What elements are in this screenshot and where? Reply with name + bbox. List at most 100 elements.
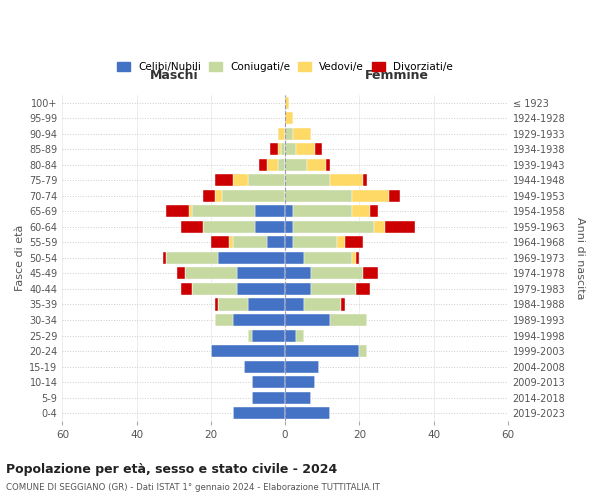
Bar (293, 236, 337, 248)
Bar (285, 298, 304, 310)
Bar (237, 283, 285, 295)
Bar (341, 298, 344, 310)
Bar (285, 143, 296, 156)
Y-axis label: Anni di nascita: Anni di nascita (575, 216, 585, 299)
Bar (211, 236, 229, 248)
Bar (285, 206, 293, 218)
Bar (278, 128, 285, 140)
Bar (256, 206, 285, 218)
Bar (285, 158, 307, 171)
Bar (285, 96, 289, 108)
Bar (344, 236, 363, 248)
Bar (278, 158, 285, 171)
Bar (248, 330, 252, 342)
Bar (203, 190, 215, 202)
Bar (248, 174, 285, 186)
Bar (296, 330, 304, 342)
Bar (304, 252, 352, 264)
Bar (244, 360, 285, 372)
Bar (233, 314, 285, 326)
Bar (352, 252, 356, 264)
Bar (237, 268, 285, 280)
Bar (278, 143, 281, 156)
Bar (188, 206, 193, 218)
Bar (166, 252, 218, 264)
Bar (285, 190, 352, 202)
Bar (285, 236, 293, 248)
Bar (256, 221, 285, 233)
Bar (329, 314, 367, 326)
Bar (293, 221, 374, 233)
Bar (229, 236, 233, 248)
Bar (285, 360, 319, 372)
Bar (315, 143, 322, 156)
Bar (329, 174, 363, 186)
Bar (215, 174, 233, 186)
Bar (203, 221, 256, 233)
Bar (374, 221, 385, 233)
Bar (181, 221, 203, 233)
Bar (248, 298, 285, 310)
Bar (285, 112, 293, 124)
Bar (285, 252, 304, 264)
Bar (266, 158, 278, 171)
Text: Maschi: Maschi (149, 70, 198, 82)
Bar (356, 283, 370, 295)
Bar (285, 407, 329, 420)
Bar (215, 298, 218, 310)
Text: Femmine: Femmine (364, 70, 428, 82)
Bar (233, 407, 285, 420)
Bar (389, 190, 400, 202)
Bar (285, 174, 329, 186)
Bar (211, 345, 285, 357)
Bar (311, 268, 363, 280)
Bar (285, 392, 311, 404)
Bar (285, 345, 359, 357)
Bar (285, 376, 315, 388)
Bar (193, 206, 256, 218)
Bar (352, 190, 389, 202)
Bar (215, 190, 222, 202)
Bar (285, 268, 311, 280)
Bar (285, 330, 296, 342)
Bar (293, 128, 311, 140)
Bar (326, 158, 329, 171)
Bar (252, 376, 285, 388)
Text: Popolazione per età, sesso e stato civile - 2024: Popolazione per età, sesso e stato civil… (6, 462, 337, 475)
Bar (385, 221, 415, 233)
Bar (285, 221, 293, 233)
Bar (266, 236, 285, 248)
Bar (285, 128, 293, 140)
Bar (270, 143, 278, 156)
Bar (222, 190, 285, 202)
Bar (359, 345, 367, 357)
Bar (252, 330, 285, 342)
Bar (218, 252, 285, 264)
Bar (193, 283, 237, 295)
Bar (215, 314, 233, 326)
Bar (259, 158, 266, 171)
Bar (252, 392, 285, 404)
Bar (181, 283, 193, 295)
Bar (337, 236, 344, 248)
Bar (281, 143, 285, 156)
Bar (166, 206, 188, 218)
Bar (163, 252, 166, 264)
Bar (352, 206, 370, 218)
Bar (178, 268, 185, 280)
Bar (363, 174, 367, 186)
Bar (185, 268, 237, 280)
Bar (304, 298, 341, 310)
Bar (285, 283, 311, 295)
Bar (363, 268, 378, 280)
Bar (307, 158, 326, 171)
Y-axis label: Fasce di età: Fasce di età (15, 224, 25, 291)
Bar (233, 174, 248, 186)
Bar (233, 236, 266, 248)
Bar (370, 206, 378, 218)
Bar (285, 314, 329, 326)
Bar (356, 252, 359, 264)
Bar (293, 206, 352, 218)
Bar (218, 298, 248, 310)
Bar (311, 283, 356, 295)
